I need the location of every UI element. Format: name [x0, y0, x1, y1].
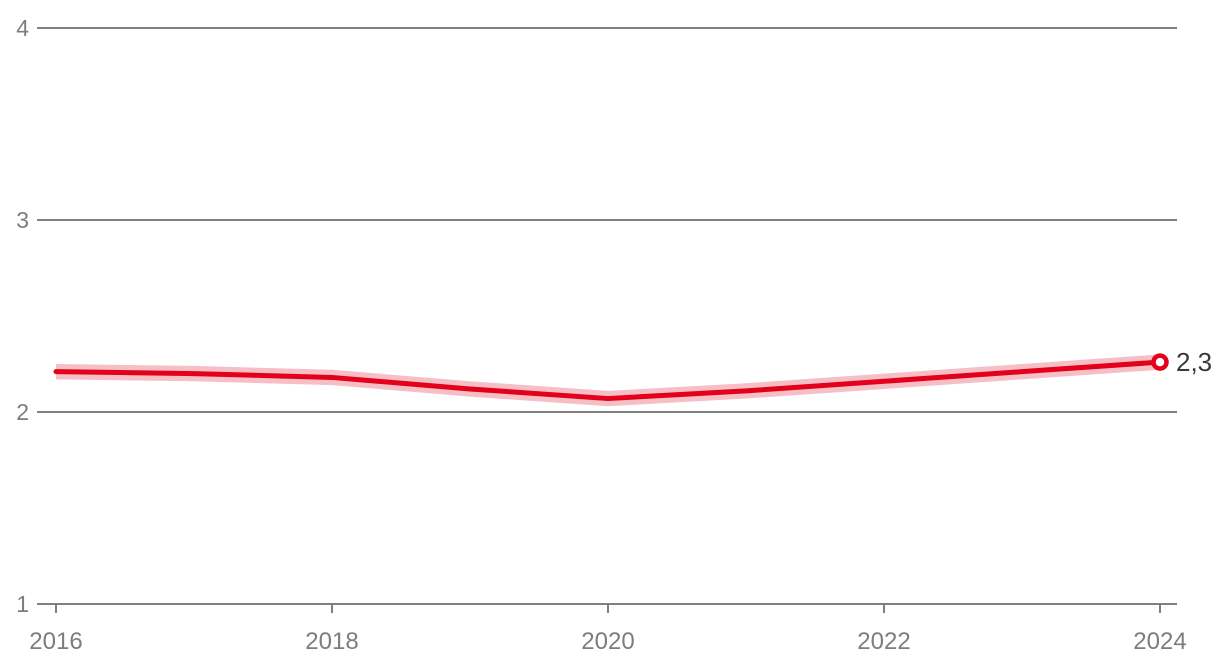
- gridlines: [37, 27, 1177, 605]
- end-point-marker: [1151, 353, 1169, 371]
- end-value-label-group: 2,3: [1176, 347, 1212, 377]
- x-axis-label: 2020: [581, 628, 634, 655]
- x-axis-label: 2016: [29, 628, 82, 655]
- y-axis-labels: 1 2 3 4: [16, 15, 29, 617]
- x-axis-ticks: [55, 604, 1161, 613]
- x-axis-label: 2024: [1133, 628, 1186, 655]
- x-axis-label: 2018: [305, 628, 358, 655]
- data-line: [53, 359, 1163, 402]
- confidence-band: [56, 354, 1160, 407]
- confidence-band-area: [56, 354, 1160, 407]
- y-axis-label: 4: [16, 15, 29, 41]
- x-axis-labels: 2016 2018 2020 2022 2024: [29, 628, 1186, 655]
- end-value-label: 2,3: [1176, 347, 1212, 377]
- y-axis-label: 3: [16, 207, 29, 233]
- series-line: [53, 359, 1163, 402]
- end-marker: [1151, 353, 1169, 371]
- x-axis-label: 2022: [857, 628, 910, 655]
- y-axis-label: 1: [16, 591, 29, 617]
- y-axis-label: 2: [16, 399, 29, 425]
